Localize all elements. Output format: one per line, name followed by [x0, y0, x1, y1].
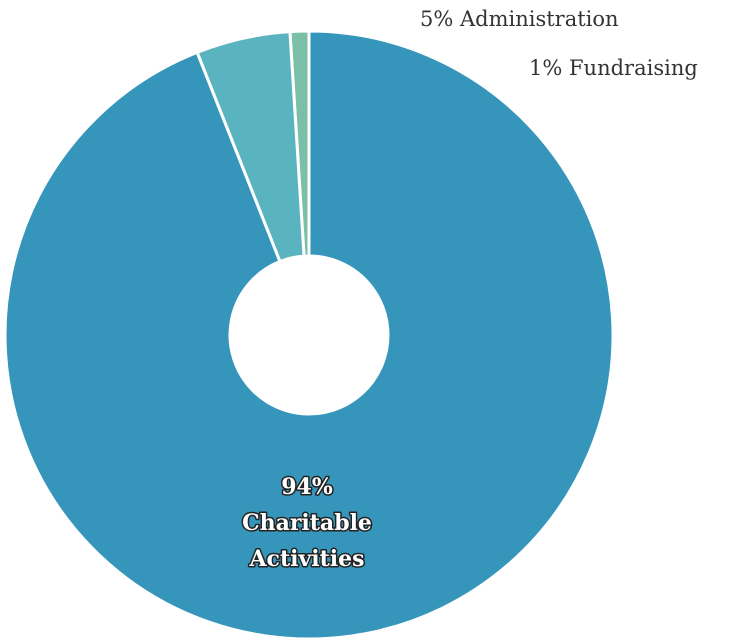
label-line: Charitable — [242, 510, 372, 536]
label-line: 94% — [281, 474, 333, 500]
label-fundraising: 1% Fundraising — [529, 56, 698, 80]
label-administration: 5% Administration — [420, 7, 619, 31]
chart-labels: 1% Fundraising 5% Administration 94% Charit… — [241, 7, 698, 574]
label-charitable-activities: 94% Charitable Activities — [242, 474, 372, 572]
slice-charitable-activities — [3, 29, 615, 639]
label-line: Activities — [248, 546, 364, 572]
chart-slices — [3, 29, 615, 639]
